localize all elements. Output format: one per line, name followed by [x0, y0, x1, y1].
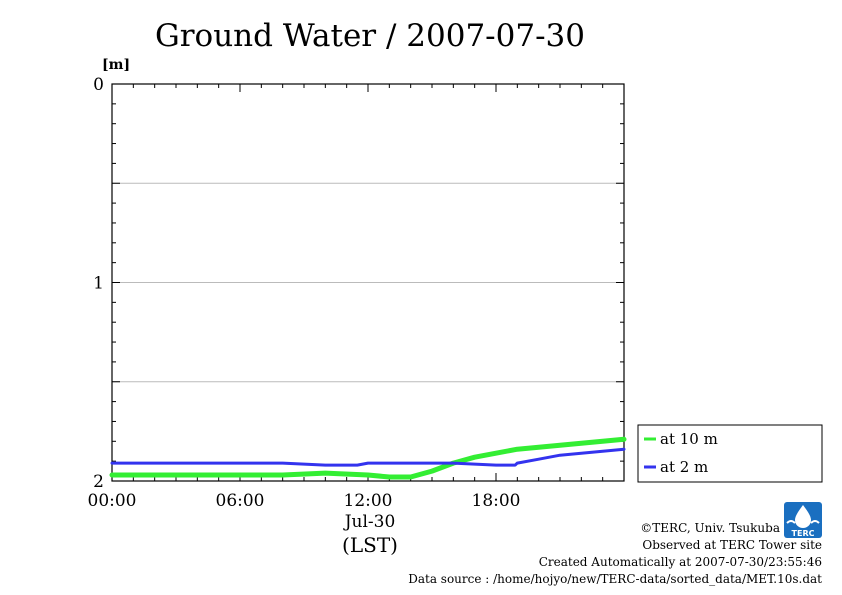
- legend-label-at-2m: at 2 m: [660, 458, 708, 476]
- x-tick-label: 18:00: [472, 491, 521, 511]
- footer-copyright: ©TERC, Univ. Tsukuba: [640, 521, 780, 535]
- chart-title: Ground Water / 2007-07-30: [155, 18, 585, 54]
- footer-source: Data source : /home/hojyo/new/TERC-data/…: [408, 572, 822, 586]
- y-tick-label: 2: [93, 472, 104, 492]
- legend: at 10 m at 2 m: [637, 424, 823, 483]
- series-line-0: [109, 436, 627, 480]
- x-tick-label: 06:00: [216, 491, 265, 511]
- footer-observed: Observed at TERC Tower site: [642, 538, 822, 552]
- footer-created: Created Automatically at 2007-07-30/23:5…: [539, 555, 822, 569]
- x-tick-label: 00:00: [88, 491, 137, 511]
- y-tick-labels: 0 1 2: [93, 75, 104, 492]
- series-lines: [109, 436, 627, 480]
- y-tick-label: 1: [93, 274, 104, 294]
- axis-ticks: [111, 83, 625, 482]
- x-axis-label: (LST): [342, 533, 398, 557]
- x-tick-label: 12:00: [344, 491, 393, 511]
- x-date-label: Jul-30: [343, 512, 396, 532]
- water-drop-icon: [795, 505, 811, 528]
- x-tick-labels: 00:00 06:00 12:00 18:00: [88, 491, 521, 511]
- legend-label-at-10m: at 10 m: [660, 430, 718, 448]
- series-line-1: [110, 447, 626, 467]
- gridlines: [112, 182, 624, 383]
- y-tick-label: 0: [93, 75, 104, 95]
- logo-text: TERC: [792, 529, 815, 538]
- wave-icon: [786, 520, 820, 524]
- y-axis-unit: [m]: [102, 57, 130, 73]
- terc-logo: TERC: [784, 502, 822, 538]
- legend-box: [637, 424, 823, 483]
